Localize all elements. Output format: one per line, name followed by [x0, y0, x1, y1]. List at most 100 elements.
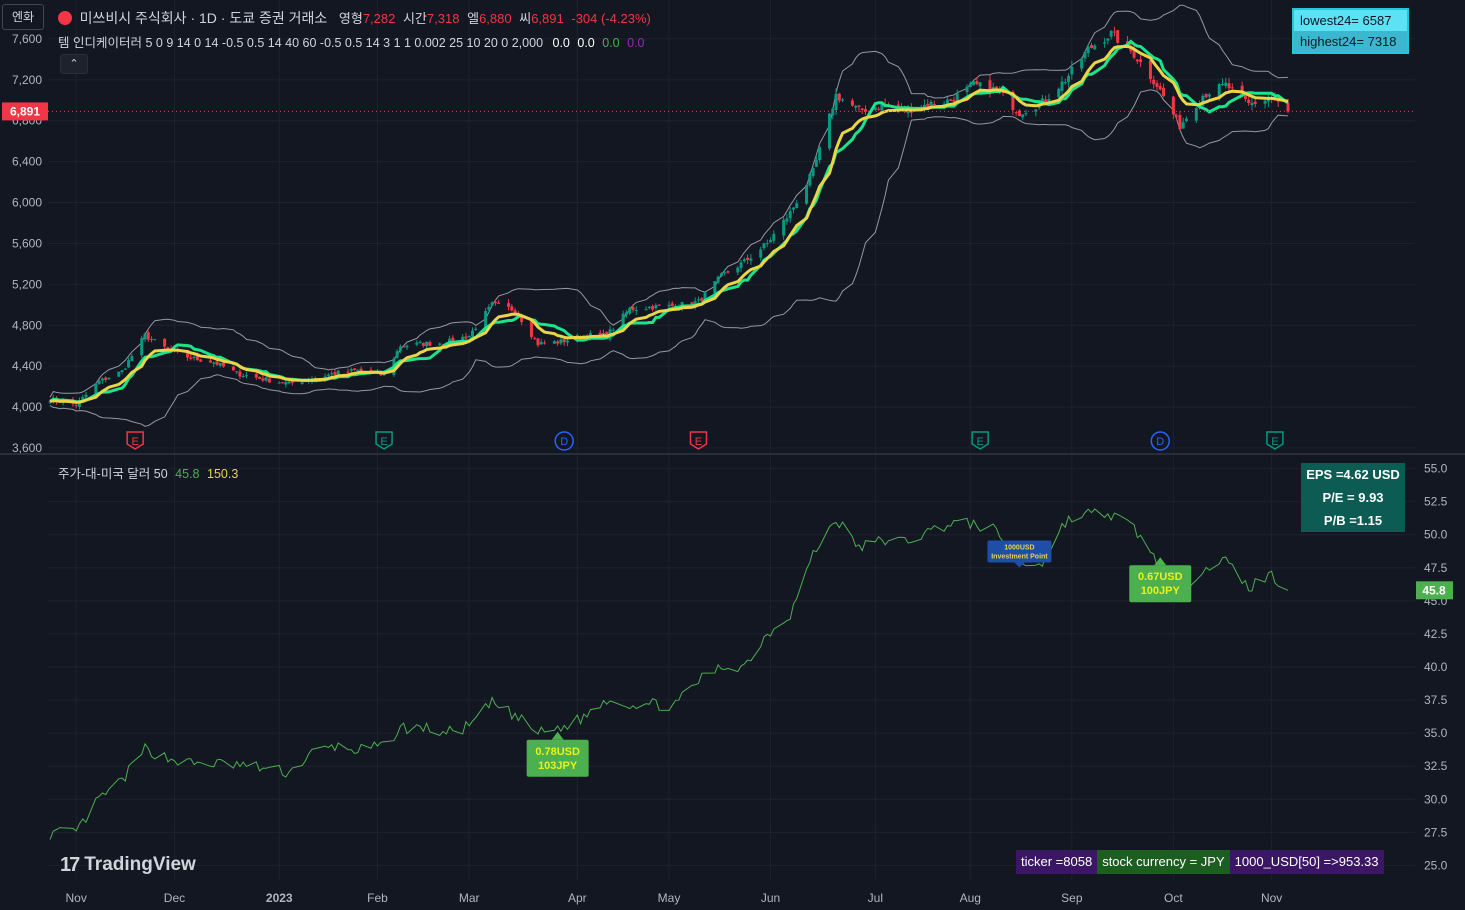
- candle: [1220, 78, 1224, 87]
- tradingview-logo[interactable]: 17 TradingView: [60, 852, 196, 878]
- pb-cell: P/B =1.15: [1323, 513, 1383, 528]
- ratio-tick-label: 50.0: [1424, 528, 1448, 542]
- candle: [559, 337, 563, 346]
- candle: [782, 217, 786, 240]
- candle: [474, 326, 478, 331]
- tradingview-wordmark: TradingView: [84, 854, 196, 875]
- ratio-tick-label: 25.0: [1424, 858, 1448, 872]
- ticker-cell: ticker =8058: [1016, 850, 1098, 874]
- candle: [261, 376, 265, 383]
- callout-line-2: 100JPY: [1141, 585, 1181, 597]
- candle: [1250, 97, 1254, 111]
- candle: [529, 318, 533, 340]
- pe-cell: P/E = 9.93: [1322, 490, 1384, 505]
- indicator-params: 5 0 9 14 0 14 -0.5 0.5 14 40 60 -0.5 0.5…: [145, 36, 544, 50]
- candle: [841, 97, 845, 103]
- ratio-tick-label: 42.5: [1424, 627, 1448, 641]
- ratio-tick-label: 30.0: [1424, 792, 1448, 806]
- candle: [438, 342, 442, 346]
- candle: [510, 304, 514, 312]
- fx-callout-label: 0.78USD 103JPY: [526, 731, 589, 777]
- usd-investment-cell: 1000_USD[50] =>953.33: [1229, 850, 1384, 874]
- candle: [795, 199, 799, 209]
- candle: [611, 327, 615, 334]
- candle: [536, 338, 540, 348]
- earnings-marker[interactable]: E: [971, 431, 989, 450]
- candle: [425, 341, 429, 349]
- candle: [759, 246, 763, 261]
- candle: [739, 259, 743, 272]
- candle: [277, 381, 281, 384]
- candle: [1086, 44, 1090, 57]
- ratio-name[interactable]: 주가-대-미국 달러 50: [58, 467, 168, 481]
- candle: [818, 143, 822, 164]
- ratio-tick-label: 27.5: [1424, 825, 1448, 839]
- candle: [1158, 82, 1162, 91]
- svg-text:E: E: [1271, 436, 1278, 448]
- candle: [212, 361, 216, 368]
- candle: [634, 306, 638, 316]
- candle: [418, 340, 422, 344]
- candle: [1103, 37, 1107, 48]
- candle: [831, 107, 835, 120]
- candle: [1227, 77, 1231, 92]
- candle: [539, 338, 543, 345]
- collapse-legend-button[interactable]: ⌃: [60, 54, 88, 74]
- price-tick-label: 5,600: [12, 236, 42, 250]
- candle: [484, 307, 488, 330]
- ratio-axis[interactable]: 55.052.550.047.545.042.540.037.535.032.5…: [1416, 462, 1453, 873]
- dividend-marker[interactable]: D: [1150, 431, 1171, 451]
- time-axis[interactable]: Nov Dec 2023 Feb Mar Apr May Jun Jul Aug Sep Oct Nov: [66, 891, 1283, 905]
- earnings-marker[interactable]: E: [375, 431, 393, 450]
- ratio-tick-label: 35.0: [1424, 726, 1448, 740]
- earnings-marker[interactable]: E: [1266, 431, 1284, 450]
- dividend-marker[interactable]: D: [554, 431, 574, 451]
- candle: [850, 98, 854, 107]
- candle: [74, 404, 78, 409]
- candle: [647, 306, 651, 310]
- svg-text:D: D: [560, 436, 568, 448]
- moving-averages: [49, 39, 1289, 404]
- currency-button[interactable]: 엔화: [2, 4, 44, 30]
- candle: [107, 377, 111, 381]
- candle: [1175, 113, 1179, 121]
- price-axis[interactable]: 7,6007,2006,8006,4006,0005,6005,2004,800…: [2, 32, 48, 455]
- candle: [696, 296, 700, 303]
- symbol-title[interactable]: 미쓰비시 주식회사 · 1D · 도쿄 증권 거래소: [79, 10, 328, 26]
- time-tick-label: Dec: [164, 891, 185, 905]
- earnings-marker[interactable]: E: [126, 431, 144, 450]
- info-table: ticker =8058 stock currency = JPY 1000_U…: [1016, 850, 1384, 874]
- ratio-last-tag: 45.8: [1416, 581, 1453, 600]
- price-tick-label: 5,200: [12, 277, 42, 291]
- candle: [97, 379, 101, 385]
- indicator-name[interactable]: 템 인디케이터러: [58, 36, 142, 50]
- candle: [231, 365, 235, 371]
- candle: [543, 340, 547, 345]
- earnings-marker[interactable]: E: [689, 431, 708, 450]
- candle: [670, 301, 674, 307]
- candle: [719, 272, 723, 278]
- candle: [1067, 73, 1071, 88]
- candle: [533, 336, 537, 340]
- ratio-value: 45.8: [175, 467, 200, 481]
- candle: [258, 376, 262, 380]
- indicator-value-4: 0.0: [627, 36, 645, 50]
- candle: [1247, 95, 1251, 106]
- time-tick-label: Aug: [960, 891, 981, 905]
- candle: [1116, 29, 1120, 44]
- candle: [127, 357, 131, 369]
- candle: [723, 269, 727, 276]
- callout-line-1: 1000USD: [1004, 545, 1034, 552]
- candle: [143, 332, 147, 342]
- candle: [552, 340, 556, 344]
- candle: [827, 112, 831, 151]
- high-label: 시간: [403, 11, 427, 26]
- candle: [84, 391, 88, 400]
- candle: [1171, 95, 1175, 120]
- tradingview-logo-icon: 17: [60, 853, 80, 876]
- candle: [264, 376, 268, 383]
- candle: [873, 106, 877, 112]
- lowhigh-box: lowest24= 6587 highest24= 7318: [1292, 8, 1409, 54]
